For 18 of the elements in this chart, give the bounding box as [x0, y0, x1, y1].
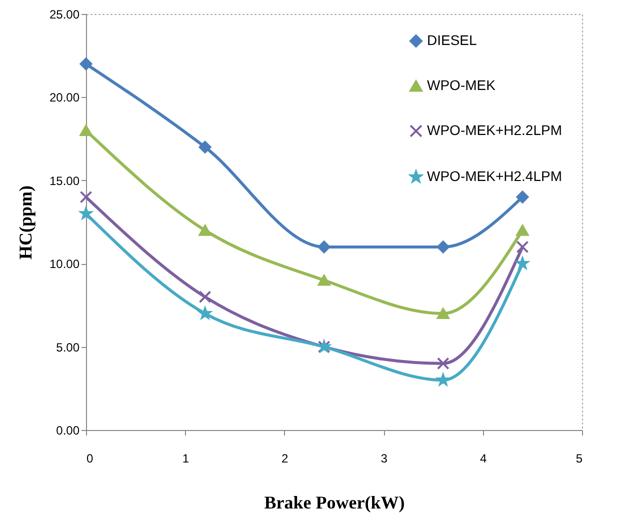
x-tick-label: 4 — [480, 452, 487, 466]
y-tick-label: 10.00 — [49, 257, 80, 272]
x-tick-label: 0 — [86, 452, 94, 466]
y-tick-label: 15.00 — [49, 174, 80, 188]
legend-label: DIESEL — [427, 32, 478, 48]
y-tick-label: 25.00 — [49, 8, 80, 22]
x-tick-label: 5 — [576, 452, 583, 466]
legend-label: WPO-MEK+H2.4LPM — [427, 168, 562, 184]
y-tick-label: 5.00 — [56, 340, 80, 354]
x-tick-label: 3 — [380, 452, 388, 466]
x-tick-label: 1 — [182, 452, 190, 466]
x-tick-label: 2 — [282, 452, 289, 466]
y-axis-title: HC(ppm) — [15, 185, 36, 260]
legend-label: WPO-MEK+H2.2LPM — [427, 122, 562, 138]
legend-label: WPO-MEK — [427, 77, 496, 93]
y-tick-label: 20.00 — [49, 90, 80, 105]
y-tick-label: 0.00 — [56, 424, 80, 438]
x-axis-title: Brake Power(kW) — [264, 492, 405, 512]
